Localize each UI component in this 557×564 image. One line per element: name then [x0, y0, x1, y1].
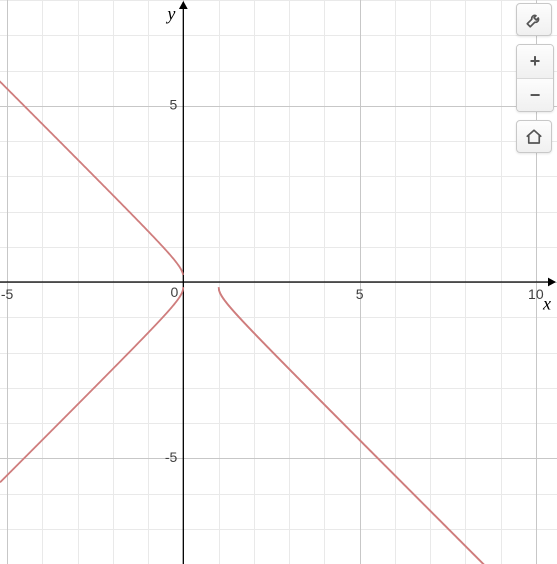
plus-icon: + [530, 51, 541, 72]
graph-canvas[interactable] [0, 0, 557, 564]
minus-icon: − [530, 85, 541, 106]
home-icon [525, 128, 543, 146]
toolbar: + − [516, 3, 554, 153]
zoom-out-button[interactable]: − [517, 78, 553, 111]
home-button[interactable] [516, 120, 552, 153]
zoom-in-button[interactable]: + [517, 45, 553, 78]
zoom-group: + − [516, 44, 554, 112]
settings-button[interactable] [516, 3, 552, 36]
wrench-icon [525, 11, 543, 29]
